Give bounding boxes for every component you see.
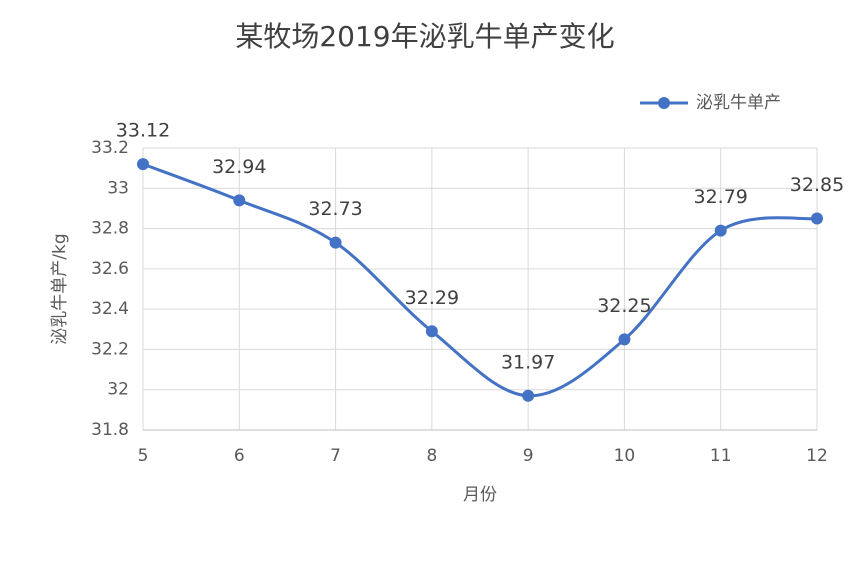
y-tick-label: 32.8 bbox=[91, 219, 129, 239]
legend-label: 泌乳牛单产 bbox=[696, 93, 781, 113]
x-tick-label: 11 bbox=[710, 446, 732, 466]
line bbox=[142, 162, 818, 398]
y-tick-label: 32.6 bbox=[91, 259, 129, 279]
data-label: 32.79 bbox=[694, 186, 748, 208]
y-tick-label: 33.2 bbox=[91, 138, 129, 158]
point bbox=[714, 224, 727, 237]
point bbox=[233, 194, 246, 207]
data-label: 32.85 bbox=[790, 174, 844, 196]
data-label: 32.25 bbox=[597, 295, 651, 317]
data-label: 32.29 bbox=[405, 287, 459, 309]
point bbox=[137, 158, 149, 171]
y-tick-label: 32.4 bbox=[91, 299, 129, 319]
data-label: 31.97 bbox=[501, 351, 555, 373]
y-tick-label: 31.8 bbox=[91, 420, 129, 440]
y-tick-label: 33 bbox=[107, 178, 129, 198]
data-label: 33.12 bbox=[116, 120, 170, 142]
x-tick-label: 7 bbox=[330, 446, 341, 466]
legend-marker bbox=[658, 97, 670, 109]
point bbox=[425, 325, 438, 338]
point bbox=[522, 389, 535, 402]
y-axis-label: 泌乳牛单产/kg bbox=[50, 233, 70, 344]
x-axis-label: 月份 bbox=[463, 485, 497, 505]
x-tick-label: 9 bbox=[523, 446, 534, 466]
point bbox=[618, 333, 631, 346]
y-tick-label: 32 bbox=[107, 380, 129, 400]
x-tick-label: 8 bbox=[426, 446, 437, 466]
x-tick-label: 6 bbox=[234, 446, 245, 466]
x-tick-label: 10 bbox=[614, 446, 636, 466]
data-label: 32.94 bbox=[212, 156, 266, 178]
x-tick-label: 5 bbox=[138, 446, 149, 466]
data-label: 32.73 bbox=[308, 198, 362, 220]
x-tick-label: 12 bbox=[806, 446, 828, 466]
point bbox=[329, 236, 342, 249]
chart-title: 某牧场2019年泌乳牛单产变化 bbox=[235, 20, 614, 53]
point bbox=[811, 212, 823, 225]
y-tick-label: 32.2 bbox=[91, 339, 129, 359]
